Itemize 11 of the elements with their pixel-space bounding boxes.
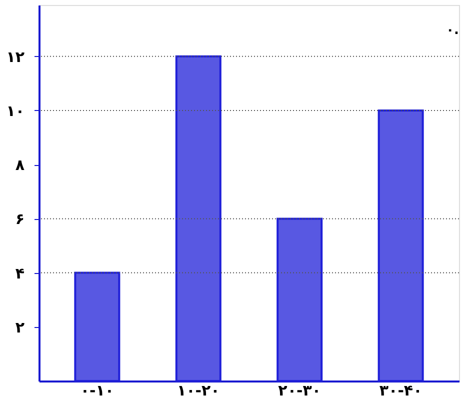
x-tick-label: ۰-۱۰ — [80, 382, 114, 400]
y-tick-label: ۸ — [15, 156, 24, 174]
x-tick-label: ۱۰-۲۰ — [176, 382, 220, 400]
y-tick-label: ۱۰ — [6, 102, 24, 120]
y-tick-label: ۴ — [15, 264, 24, 282]
x-tick-label: ۳۰-۴۰ — [379, 382, 422, 400]
annotation: ۰. — [446, 23, 459, 38]
y-tick-label: ۱۲ — [6, 48, 24, 66]
y-tick-label: ۲ — [15, 318, 24, 336]
x-tick-label: ۲۰-۳۰ — [278, 382, 322, 400]
y-tick-label: ۶ — [15, 210, 24, 228]
